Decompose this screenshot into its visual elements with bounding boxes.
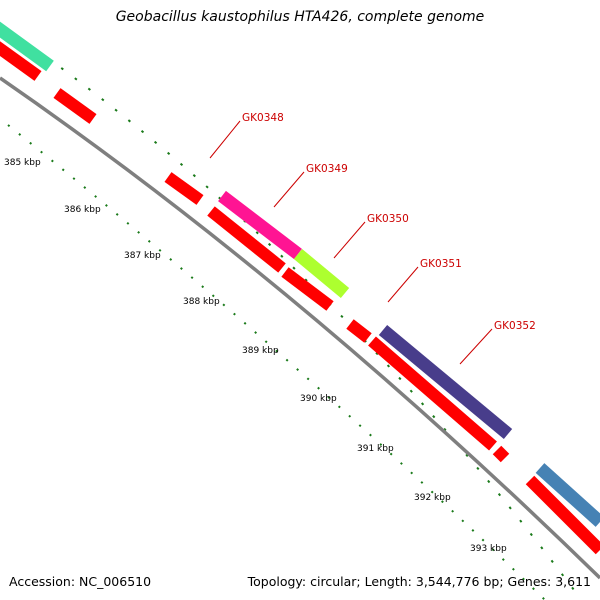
outer-tick-ring xyxy=(19,37,581,599)
gene-label-gk0351: GK0351 xyxy=(420,258,462,270)
kbp-label-393: 393 kbp xyxy=(470,544,507,554)
kbp-label-385: 385 kbp xyxy=(4,158,41,168)
accession-text: Accession: NC_006510 xyxy=(9,574,152,589)
gene-bar-teal xyxy=(0,21,54,72)
gene-bar-blue xyxy=(535,463,600,527)
kbp-label-386: 386 kbp xyxy=(64,205,101,215)
kbp-label-392: 392 kbp xyxy=(414,493,451,503)
inner-tick-ring xyxy=(7,124,546,600)
highlight-genes xyxy=(0,21,600,527)
kbp-label-388: 388 kbp xyxy=(183,297,220,307)
gene-bar-gk0349 xyxy=(218,190,302,260)
gene-labels: GK0348 GK0349 GK0350 GK0351 GK0352 xyxy=(242,112,536,332)
gene-label-gk0352: GK0352 xyxy=(494,320,536,332)
kbp-label-387: 387 kbp xyxy=(124,251,161,261)
kbp-label-389: 389 kbp xyxy=(242,346,279,356)
kbp-label-391: 391 kbp xyxy=(357,444,394,454)
kbp-labels: 385 kbp 386 kbp 387 kbp 388 kbp 389 kbp … xyxy=(4,158,507,554)
genome-backbone xyxy=(0,76,600,580)
label-leaders xyxy=(209,120,493,365)
genome-summary-text: Topology: circular; Length: 3,544,776 bp… xyxy=(247,574,591,589)
gene-label-gk0350: GK0350 xyxy=(367,213,409,225)
gene-bar-gk0352 xyxy=(378,325,513,439)
gene-label-gk0348: GK0348 xyxy=(242,112,284,124)
map-title: Geobacillus kaustophilus HTA426, complet… xyxy=(115,9,485,25)
gene-label-gk0349: GK0349 xyxy=(306,163,348,175)
kbp-label-390: 390 kbp xyxy=(300,394,337,404)
red-genes xyxy=(0,41,600,555)
gene-bar-gk0350 xyxy=(293,248,350,299)
